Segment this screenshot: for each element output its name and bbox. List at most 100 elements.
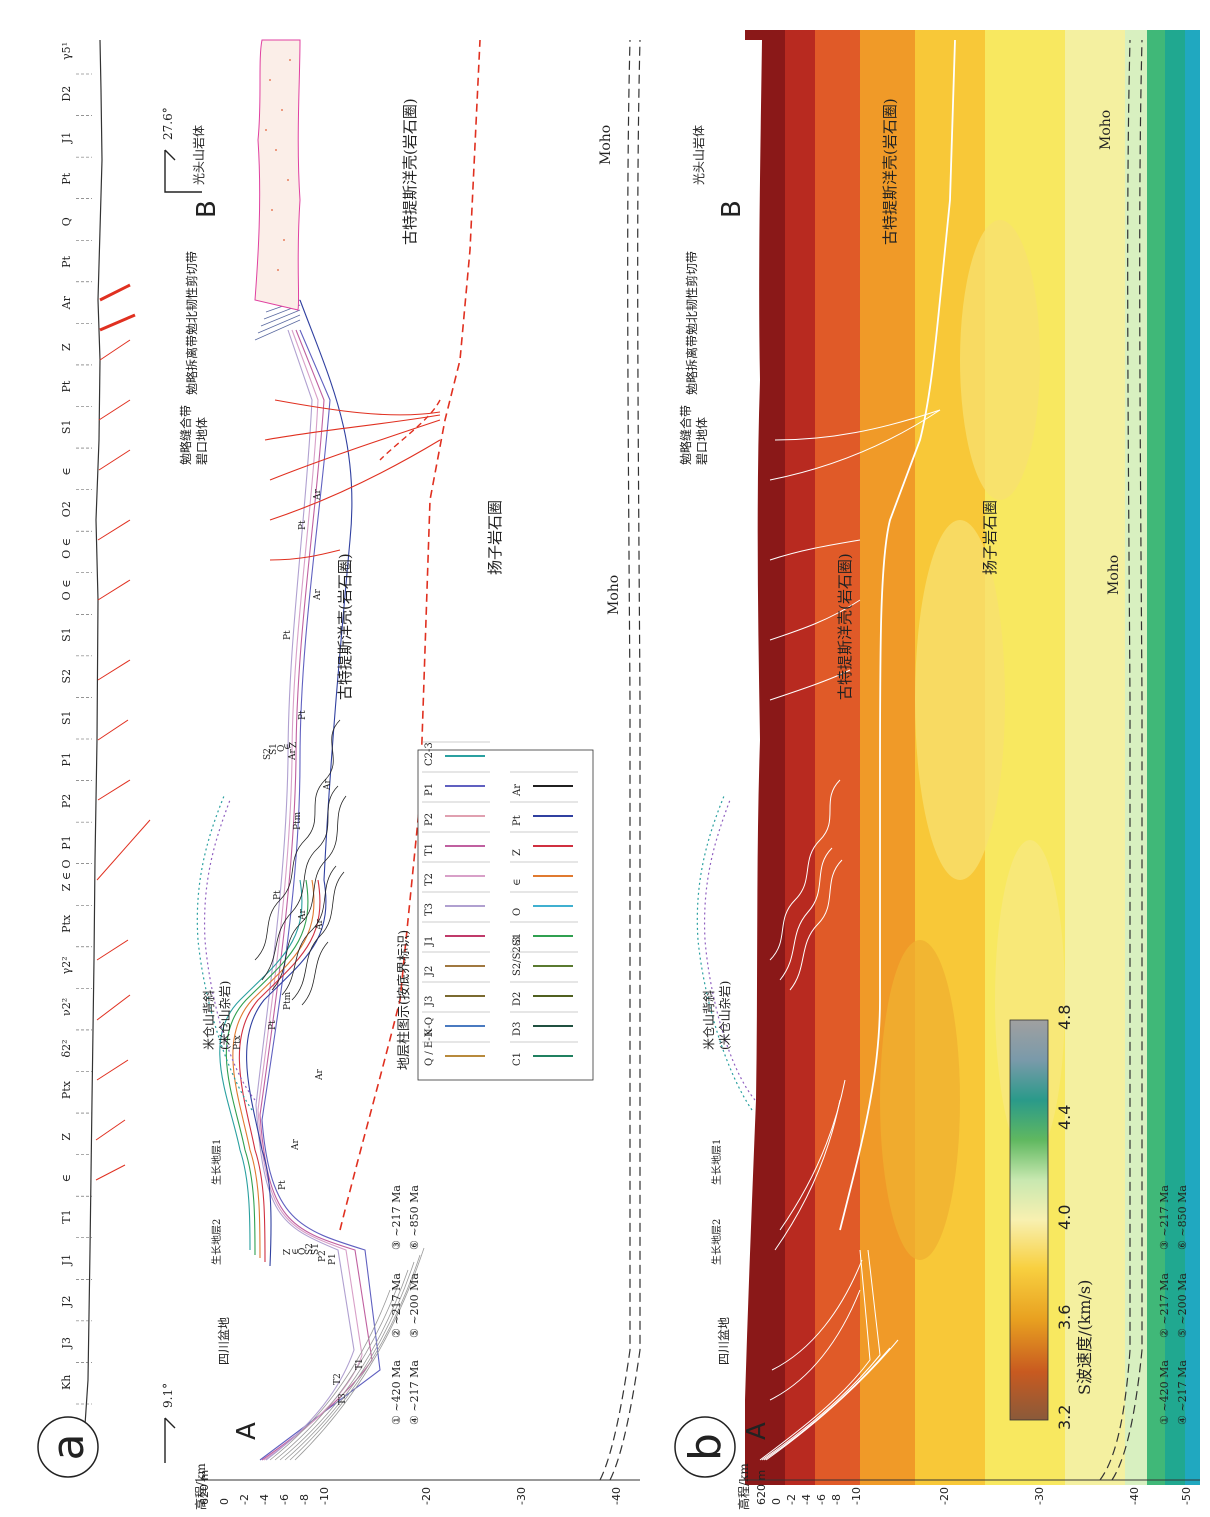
velocity-band-10 bbox=[1185, 30, 1200, 1485]
surface-label-14: P2 bbox=[60, 794, 73, 808]
region-guangtoushan-a: 光头山岩体 bbox=[191, 125, 206, 185]
region-growth1-b: 生长地层1 bbox=[710, 1139, 723, 1185]
depth-axis-title-a: 高程/km bbox=[193, 1463, 208, 1510]
region-micangshan-sub-b: (米仓山杂岩) bbox=[717, 981, 732, 1050]
surface-label-9: ν2² bbox=[60, 998, 73, 1016]
legend-label-b-9: Ar bbox=[512, 784, 523, 797]
legend-label-a-5: T3 bbox=[424, 903, 435, 916]
legend-label-b-7: Z bbox=[512, 849, 523, 856]
surface-label-15: P1 bbox=[60, 752, 73, 766]
colorbar-ticks: 3.2 3.6 4.0 4.4 4.8 bbox=[1055, 1005, 1074, 1430]
white-structures-b bbox=[759, 409, 941, 1461]
inner-label-5: Pt bbox=[273, 890, 283, 900]
strata-a bbox=[219, 299, 381, 1461]
region-tethys-1-a: 古特提斯洋壳(岩石圈) bbox=[336, 553, 354, 700]
region-moho-2-b: Moho bbox=[1098, 110, 1114, 150]
legend-label-a-1: K bbox=[424, 1028, 435, 1036]
inner-label-18: T3 bbox=[338, 1393, 348, 1405]
inner-label-20: P2 bbox=[318, 1250, 328, 1262]
mianlue-thrusts-a bbox=[264, 399, 441, 561]
legend-rows-a: Q / E-N-QK J3 J2 J1 T3 T2 T1 P2 P1 C2-3 C1 D3 D2 S2/S… bbox=[422, 741, 578, 1066]
end-b-right: B bbox=[717, 200, 747, 218]
region-labels-a: 四川盆地 生长地层2 生长地层1 米仓山背斜 (米仓山杂岩) 勉略缝合带 碧口地… bbox=[178, 98, 622, 1365]
strata-legend-a: 地层柱图示(按底界标识) Q / E-N-QK J3 J2 J1 T3 T2 T1 P2 P1 C… bbox=[396, 741, 594, 1081]
tick-b-5: -8 bbox=[830, 1494, 843, 1505]
surface-label-25: Z bbox=[60, 343, 73, 351]
end-a-right: B bbox=[192, 200, 222, 218]
age-a-6: ⑥ ~850 Ma bbox=[408, 1185, 421, 1250]
inner-label-27: S2 bbox=[263, 748, 273, 760]
cb-tick-3: 4.4 bbox=[1055, 1105, 1074, 1130]
surface-label-10: γ2² bbox=[60, 956, 73, 974]
inner-label-23: O bbox=[298, 1248, 308, 1255]
surface-label-28: Q bbox=[60, 217, 73, 226]
region-moho-2-a: Moho bbox=[598, 125, 614, 165]
age-b-3: ③ ~217 Ma bbox=[1158, 1185, 1171, 1250]
tick-a-0: 620 m bbox=[198, 1470, 211, 1505]
velocity-band-7 bbox=[1125, 30, 1147, 1485]
surface-label-19: O ∈ bbox=[60, 580, 73, 601]
colorbar-rect bbox=[1009, 1019, 1049, 1421]
surface-label-29: Pt bbox=[60, 172, 73, 184]
age-b-6: ⑥ ~850 Ma bbox=[1176, 1185, 1189, 1250]
tick-b-7: -20 bbox=[938, 1487, 951, 1505]
inner-label-17: T2 bbox=[333, 1373, 343, 1385]
region-mianlue-suture-b: 勉略缝合带 bbox=[678, 405, 693, 465]
inner-label-19: P1 bbox=[328, 1253, 338, 1265]
end-b-left: A bbox=[742, 1422, 772, 1440]
cb-tick-2: 4.0 bbox=[1055, 1205, 1074, 1230]
inner-label-24: ∈ bbox=[291, 1248, 301, 1255]
velocity-anomaly-1 bbox=[960, 220, 1040, 500]
region-bikou-b: 碧口地体 bbox=[695, 417, 709, 465]
antiform-dotted-a2 bbox=[196, 795, 253, 1111]
surface-profile-a bbox=[81, 39, 103, 1471]
region-growth1-a: 生长地层1 bbox=[210, 1139, 223, 1185]
region-mianlue-suture-a: 勉略缝合带 bbox=[178, 405, 193, 465]
region-moho-1-a: Moho bbox=[606, 575, 622, 615]
colorbar-b: 3.2 3.6 4.0 4.4 4.8 S波速度/(km/s) bbox=[1009, 1005, 1094, 1430]
legend-label-b-3: S2/S2-3 bbox=[512, 936, 523, 976]
lower-strata-a bbox=[269, 1247, 425, 1461]
surface-label-31: D2 bbox=[60, 86, 73, 102]
age-a-4: ④ ~217 Ma bbox=[408, 1360, 421, 1425]
legend-label-b-5: O bbox=[512, 908, 523, 916]
tick-a-6: -10 bbox=[318, 1487, 331, 1505]
inner-label-3: Pt bbox=[268, 1020, 278, 1030]
region-guangtoushan-b: 光头山岩体 bbox=[691, 125, 706, 185]
panel-b-badge bbox=[674, 1416, 736, 1478]
micangshan-complex-a bbox=[254, 719, 347, 1006]
velocity-band-9 bbox=[1165, 30, 1185, 1485]
inner-label-22: S2 bbox=[305, 1243, 315, 1255]
surface-label-17: S2 bbox=[60, 669, 73, 684]
age-b-1: ① ~420 Ma bbox=[1158, 1360, 1171, 1425]
velocity-band-3 bbox=[860, 30, 915, 1485]
velocity-band-6 bbox=[1065, 30, 1125, 1485]
surface-label-18: S1 bbox=[60, 627, 73, 642]
surface-label-3: J1 bbox=[60, 1254, 73, 1266]
inner-label-10: Ar bbox=[313, 489, 323, 501]
surface-label-16: S1 bbox=[60, 710, 73, 725]
tick-a-9: -40 bbox=[610, 1487, 623, 1505]
surface-label-23: S1 bbox=[60, 420, 73, 435]
cb-tick-4: 4.8 bbox=[1055, 1005, 1074, 1030]
age-b-2: ② ~217 Ma bbox=[1158, 1273, 1171, 1338]
panel-a: a 620 m 0 -2 -4 -6 -8 -10 -20 -30 -40 高程… bbox=[37, 39, 641, 1510]
age-a-1: ① ~420 Ma bbox=[390, 1360, 403, 1425]
inner-label-0: Pt bbox=[278, 1180, 288, 1190]
legend-label-b-1: D3 bbox=[512, 1022, 523, 1036]
tick-a-8: -30 bbox=[515, 1487, 528, 1505]
surface-label-27: Pt bbox=[60, 255, 73, 267]
legend-label-b-8: Pt bbox=[512, 815, 523, 826]
region-yangtze-a: 扬子岩石圈 bbox=[486, 500, 504, 575]
surface-label-30: J1 bbox=[60, 132, 73, 144]
ages-a: ① ~420 Ma ② ~217 Ma ③ ~217 Ma ④ ~217 Ma … bbox=[390, 1185, 421, 1425]
inner-label-30: ∈ bbox=[283, 743, 293, 750]
tick-b-10: -50 bbox=[1180, 1487, 1193, 1505]
antiform-dotted-b bbox=[703, 799, 756, 1101]
inner-label-2: Ar bbox=[315, 1069, 325, 1081]
surface-label-1: J3 bbox=[60, 1337, 73, 1349]
depth-axis-title-b: 高程/km bbox=[736, 1463, 751, 1510]
age-a-2: ② ~217 Ma bbox=[390, 1273, 403, 1338]
region-tethys-2-a: 古特提斯洋壳(岩石圈) bbox=[401, 98, 419, 245]
